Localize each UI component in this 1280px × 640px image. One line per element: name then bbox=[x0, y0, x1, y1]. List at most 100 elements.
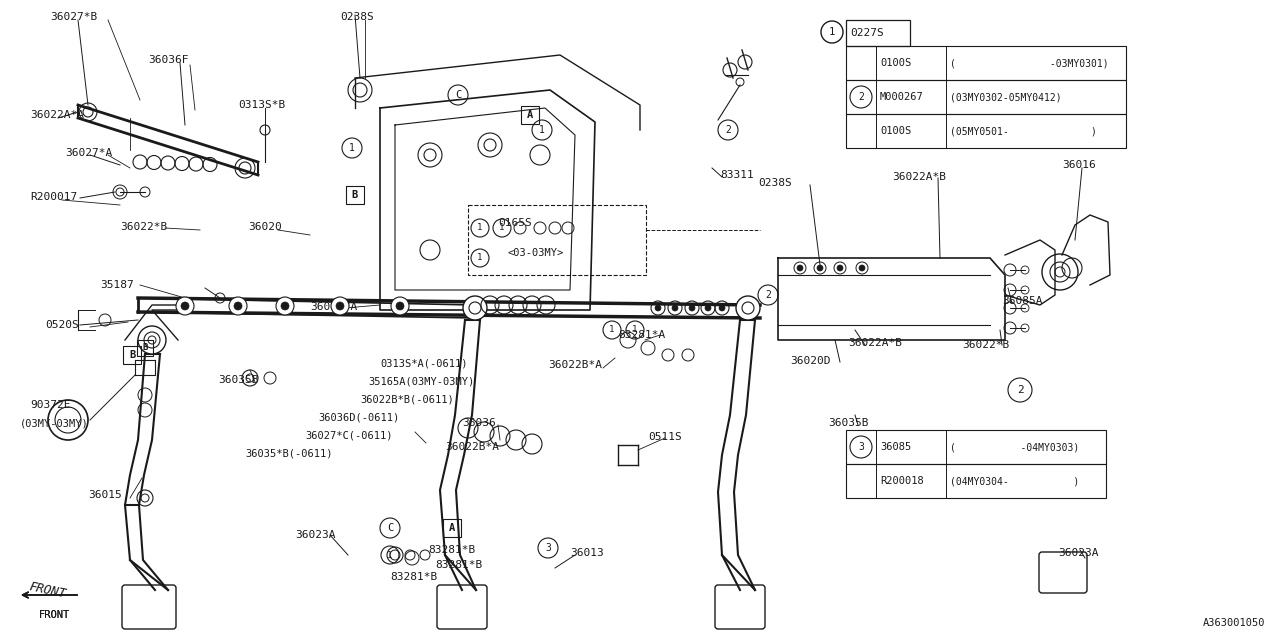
Circle shape bbox=[689, 305, 695, 311]
Circle shape bbox=[817, 265, 823, 271]
Text: 2: 2 bbox=[858, 92, 864, 102]
Text: 0238S: 0238S bbox=[758, 178, 792, 188]
Text: 0100S: 0100S bbox=[881, 126, 911, 136]
Text: 1: 1 bbox=[829, 27, 835, 37]
Text: 90372E: 90372E bbox=[29, 400, 70, 410]
Circle shape bbox=[797, 265, 803, 271]
Circle shape bbox=[736, 296, 760, 320]
Text: 1: 1 bbox=[477, 253, 483, 262]
Text: 36036D(-0611): 36036D(-0611) bbox=[317, 412, 399, 422]
Text: (03MY-03MY): (03MY-03MY) bbox=[20, 418, 88, 428]
Bar bbox=[123, 346, 141, 364]
Text: 1: 1 bbox=[499, 223, 504, 232]
Text: 36013: 36013 bbox=[570, 548, 604, 558]
Bar bbox=[443, 519, 461, 537]
Text: M000267: M000267 bbox=[881, 92, 924, 102]
Circle shape bbox=[719, 305, 724, 311]
Text: 1: 1 bbox=[477, 223, 483, 232]
Text: FRONT: FRONT bbox=[40, 610, 70, 620]
Text: 36022A*A: 36022A*A bbox=[29, 110, 84, 120]
Text: C: C bbox=[387, 523, 393, 533]
Circle shape bbox=[463, 296, 486, 320]
Bar bbox=[846, 80, 1126, 114]
Text: C: C bbox=[454, 90, 461, 100]
Text: (04MY0304-           ): (04MY0304- ) bbox=[950, 476, 1079, 486]
Text: 1: 1 bbox=[349, 143, 355, 153]
Text: <03-03MY>: <03-03MY> bbox=[508, 248, 564, 258]
Bar bbox=[137, 340, 154, 356]
Bar bbox=[346, 186, 364, 204]
Text: 1: 1 bbox=[609, 326, 614, 335]
Text: 36027*B: 36027*B bbox=[50, 12, 97, 22]
Circle shape bbox=[332, 297, 349, 315]
Text: 36023A: 36023A bbox=[1059, 548, 1098, 558]
Bar bbox=[521, 106, 539, 124]
Circle shape bbox=[672, 305, 678, 311]
Text: 36022A*B: 36022A*B bbox=[892, 172, 946, 182]
Text: A: A bbox=[449, 523, 456, 533]
Text: R200018: R200018 bbox=[881, 476, 924, 486]
Text: 0238S: 0238S bbox=[340, 12, 374, 22]
Bar bbox=[846, 46, 1126, 80]
Text: 36022*B: 36022*B bbox=[963, 340, 1009, 350]
Circle shape bbox=[859, 265, 865, 271]
Bar bbox=[846, 430, 1106, 464]
Text: A: A bbox=[527, 110, 534, 120]
Text: 0227S: 0227S bbox=[850, 28, 883, 38]
Circle shape bbox=[276, 297, 294, 315]
Text: 36035B: 36035B bbox=[218, 375, 259, 385]
Text: 36020: 36020 bbox=[248, 222, 282, 232]
Bar bbox=[846, 464, 1106, 498]
Text: 36023A: 36023A bbox=[294, 530, 335, 540]
Text: 2: 2 bbox=[1016, 385, 1024, 395]
Text: 1: 1 bbox=[388, 550, 393, 559]
Text: (03MY0302-05MY0412): (03MY0302-05MY0412) bbox=[950, 92, 1061, 102]
Text: 0100S: 0100S bbox=[881, 58, 911, 68]
Text: 0165S: 0165S bbox=[498, 218, 531, 228]
Circle shape bbox=[180, 302, 189, 310]
Circle shape bbox=[138, 326, 166, 354]
Circle shape bbox=[705, 305, 710, 311]
Text: 0520S: 0520S bbox=[45, 320, 79, 330]
Text: 35187: 35187 bbox=[100, 280, 133, 290]
Circle shape bbox=[229, 297, 247, 315]
Circle shape bbox=[390, 297, 410, 315]
Text: (05MY0501-              ): (05MY0501- ) bbox=[950, 126, 1097, 136]
Text: B: B bbox=[352, 190, 358, 200]
Circle shape bbox=[234, 302, 242, 310]
Text: 83281*B: 83281*B bbox=[435, 560, 483, 570]
Text: FRONT: FRONT bbox=[28, 580, 68, 600]
Text: 83281*B: 83281*B bbox=[390, 572, 438, 582]
Bar bbox=[846, 20, 910, 46]
Text: 0313S*A(-0611): 0313S*A(-0611) bbox=[380, 358, 467, 368]
Text: 36027*C(-0611): 36027*C(-0611) bbox=[305, 430, 393, 440]
Text: (                -03MY0301): ( -03MY0301) bbox=[950, 58, 1108, 68]
Text: R200017: R200017 bbox=[29, 192, 77, 202]
Text: B: B bbox=[142, 344, 147, 353]
Text: 36022B*B(-0611): 36022B*B(-0611) bbox=[360, 394, 453, 404]
Text: 36036F: 36036F bbox=[148, 55, 188, 65]
Text: 83311: 83311 bbox=[719, 170, 754, 180]
Text: A363001050: A363001050 bbox=[1202, 618, 1265, 628]
Text: 36085: 36085 bbox=[881, 442, 911, 452]
Text: 1: 1 bbox=[539, 125, 545, 135]
Text: 36020D: 36020D bbox=[790, 356, 831, 366]
Text: 35165A(03MY-03MY): 35165A(03MY-03MY) bbox=[369, 376, 475, 386]
Text: 0511S: 0511S bbox=[648, 432, 682, 442]
Circle shape bbox=[335, 302, 344, 310]
Bar bbox=[468, 205, 646, 275]
Bar bbox=[846, 114, 1126, 148]
Text: 83281*A: 83281*A bbox=[618, 330, 666, 340]
Text: 36027*A: 36027*A bbox=[65, 148, 113, 158]
Text: 3: 3 bbox=[858, 442, 864, 452]
Text: B: B bbox=[129, 350, 136, 360]
Circle shape bbox=[655, 305, 660, 311]
Text: 36016: 36016 bbox=[1062, 160, 1096, 170]
Text: FRONT: FRONT bbox=[40, 610, 70, 620]
Text: 36035*B(-0611): 36035*B(-0611) bbox=[244, 448, 333, 458]
Text: 2: 2 bbox=[724, 125, 731, 135]
Text: 36035*A: 36035*A bbox=[310, 302, 357, 312]
Circle shape bbox=[282, 302, 289, 310]
Text: 36022B*A: 36022B*A bbox=[445, 442, 499, 452]
Text: 36085A: 36085A bbox=[1002, 296, 1042, 306]
